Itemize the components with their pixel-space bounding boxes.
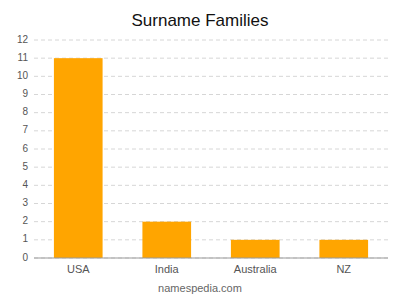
y-tick-label: 6: [22, 143, 28, 154]
chart: 0123456789101112USAIndiaAustraliaNZSurna…: [0, 0, 400, 300]
x-tick-label: Australia: [234, 263, 278, 275]
bar: [319, 240, 368, 258]
x-tick-label: NZ: [336, 263, 351, 275]
grid: [34, 40, 388, 258]
y-tick-label: 12: [17, 34, 29, 45]
bar: [142, 222, 191, 258]
y-tick-label: 11: [18, 52, 29, 63]
grid-line: [34, 40, 388, 41]
x-axis: USA India Australia NZ: [67, 263, 351, 275]
y-tick-label: 9: [22, 88, 28, 99]
y-tick-label: 4: [22, 179, 28, 190]
footer: namespedia.com: [158, 282, 242, 294]
bar: [54, 58, 103, 258]
y-tick-label: 3: [22, 197, 28, 208]
y-tick-label: 0: [22, 252, 28, 263]
grid-line: [34, 258, 388, 259]
y-tick-label: 1: [22, 233, 28, 244]
x-axis-line: [34, 258, 388, 259]
y-tick-label: 5: [22, 161, 28, 172]
y-axis: 0123456789101112: [17, 34, 29, 263]
y-tick-label: 7: [22, 124, 28, 135]
y-tick-label: 8: [22, 106, 28, 117]
x-tick-label: USA: [67, 263, 90, 275]
x-tick-label: India: [155, 263, 180, 275]
y-tick-label: 10: [17, 70, 29, 81]
bar: [231, 240, 280, 258]
y-tick-label: 2: [22, 215, 28, 226]
page: {"chart_data": {"type": "bar", "title": …: [0, 0, 400, 300]
bars: [54, 58, 368, 258]
title: Surname Families: [132, 11, 269, 30]
